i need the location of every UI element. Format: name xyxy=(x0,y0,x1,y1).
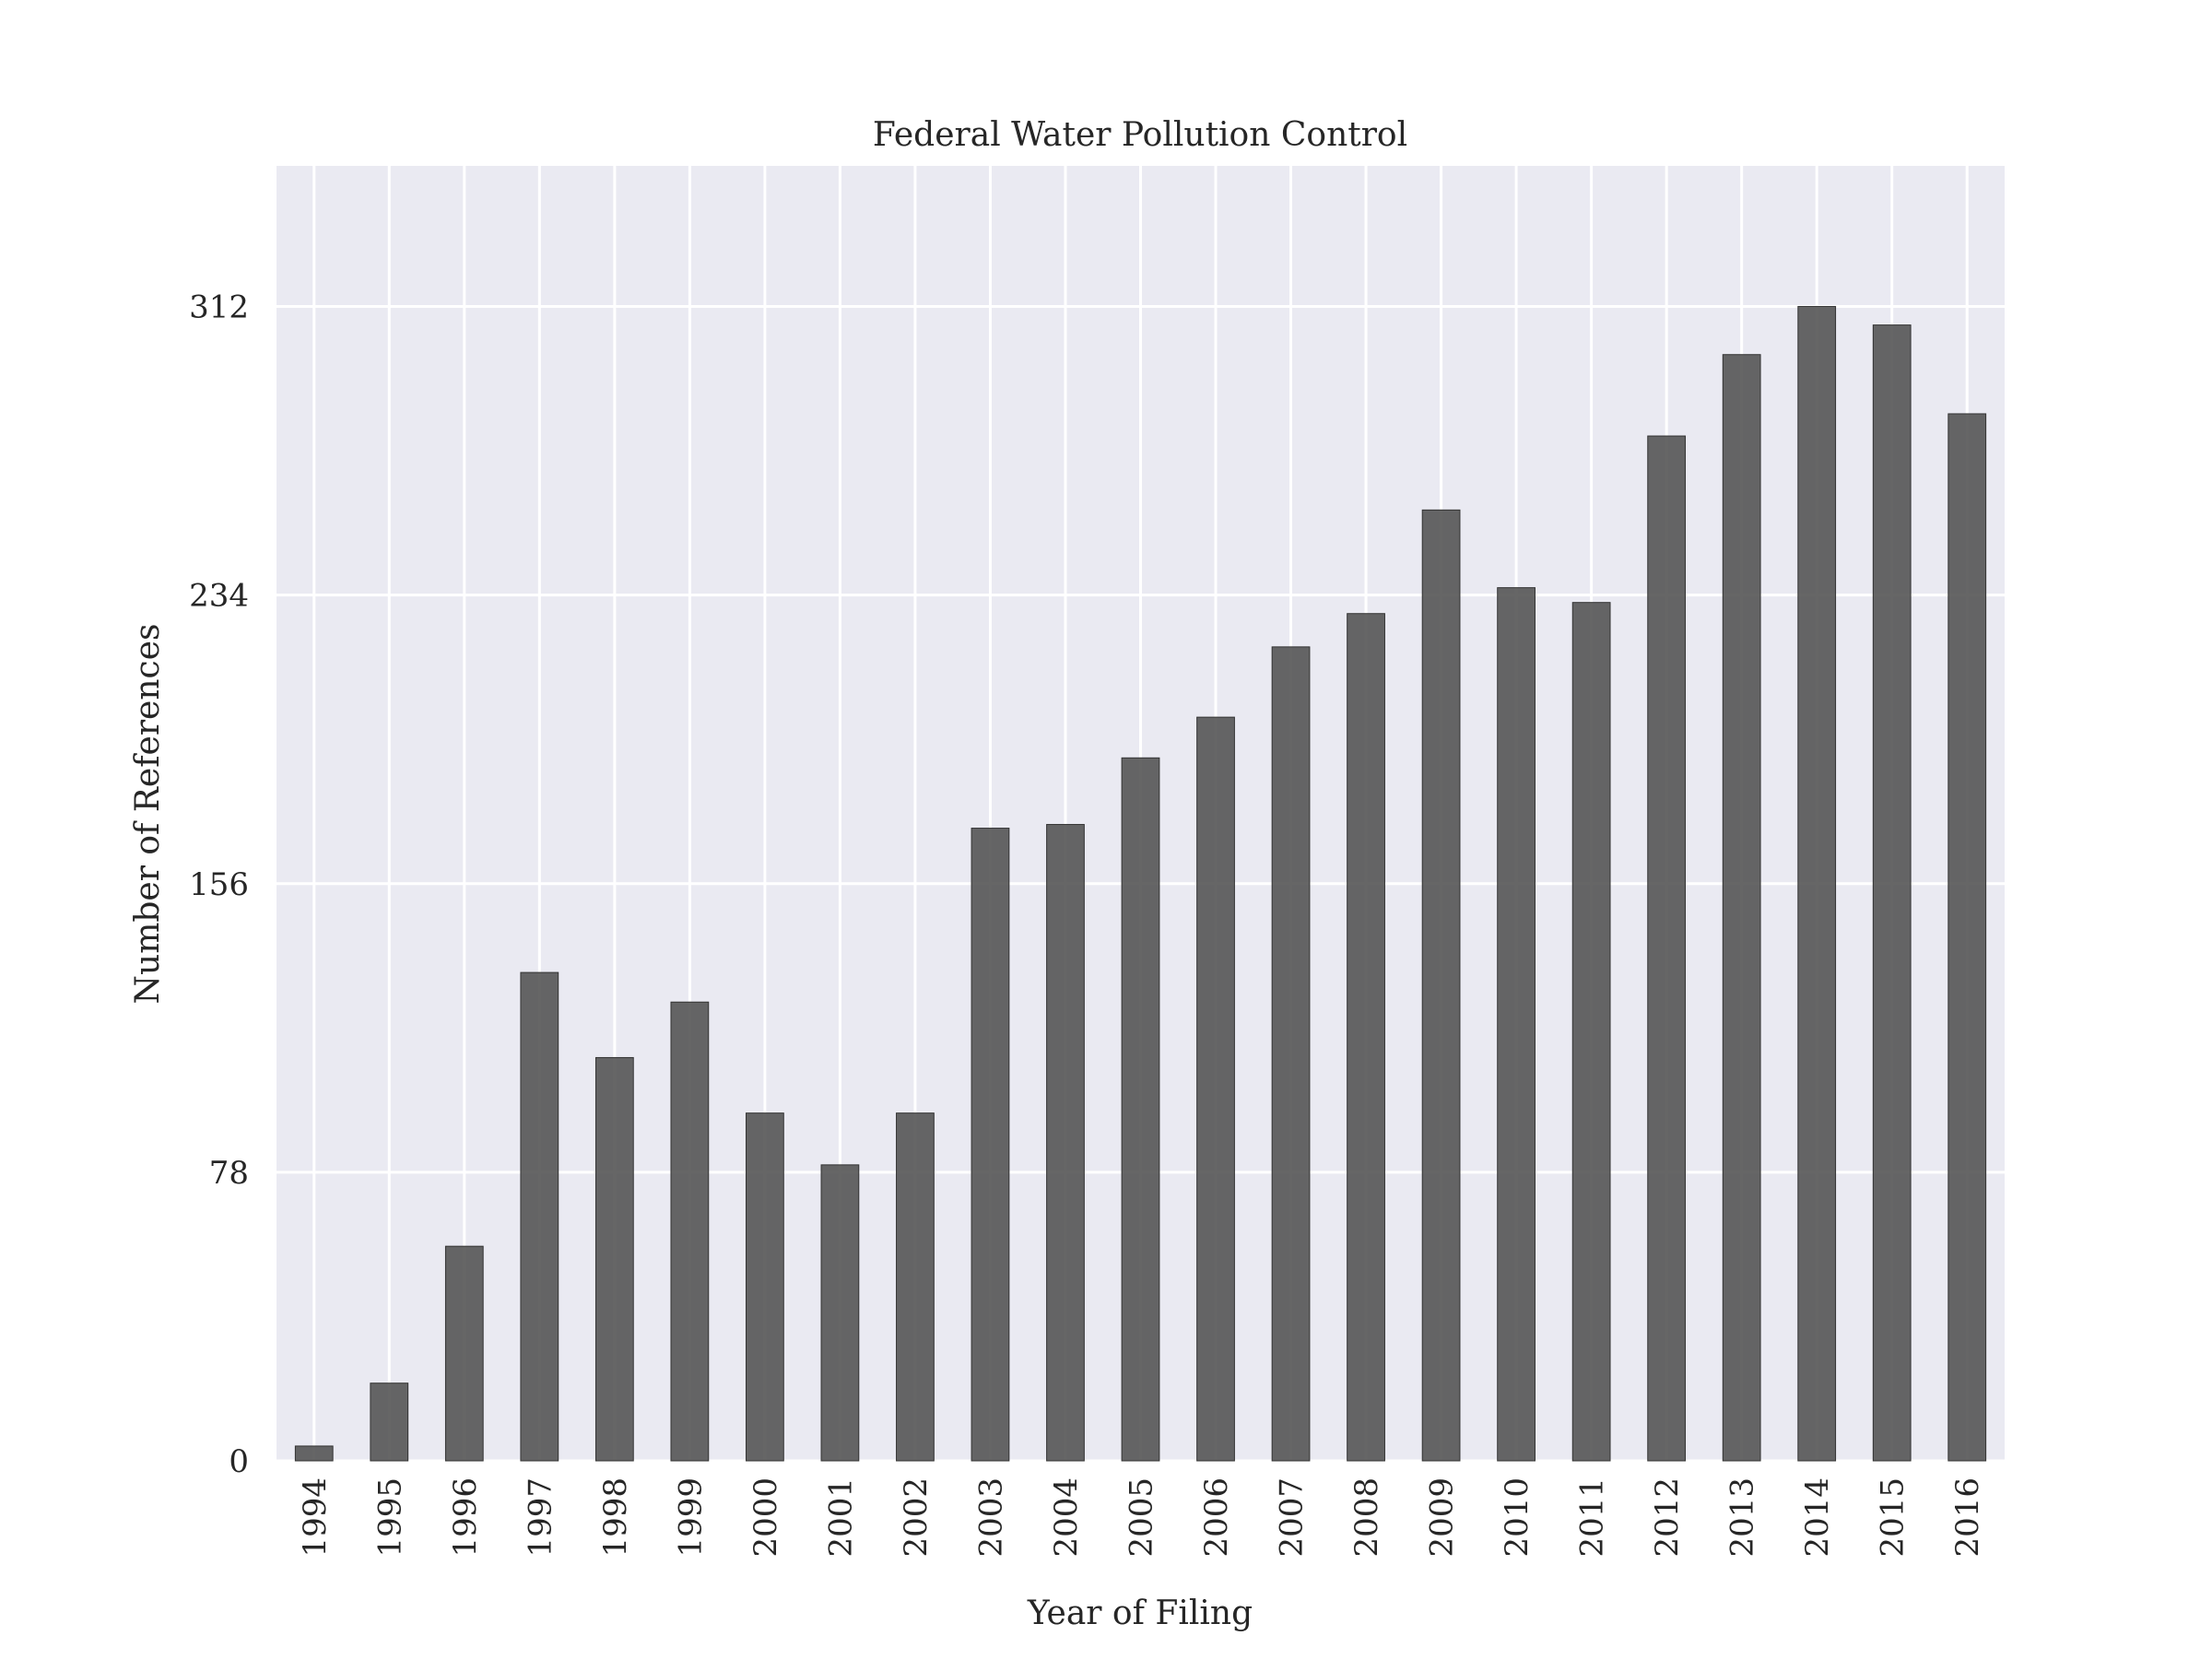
x-tick-label: 2007 xyxy=(1274,1477,1311,1558)
x-tick-label: 1995 xyxy=(371,1477,408,1558)
x-tick-label: 2014 xyxy=(1799,1477,1836,1558)
bar-2001 xyxy=(820,1164,860,1462)
x-tick-label: 2013 xyxy=(1724,1477,1761,1558)
bar-2004 xyxy=(1046,824,1085,1462)
x-tick-label: 1997 xyxy=(522,1477,559,1558)
y-tick-label: 0 xyxy=(229,1443,249,1480)
bar-1995 xyxy=(370,1382,409,1462)
x-tick-label: 2005 xyxy=(1124,1477,1160,1558)
x-tick-label: 2003 xyxy=(972,1477,1009,1558)
bar-2012 xyxy=(1647,435,1687,1462)
x-tick-label: 2008 xyxy=(1348,1477,1385,1558)
x-tick-label: 2012 xyxy=(1649,1477,1686,1558)
bar-1996 xyxy=(444,1245,484,1462)
bar-2016 xyxy=(1947,413,1987,1462)
bar-2003 xyxy=(971,828,1010,1462)
bar-1999 xyxy=(670,1001,710,1462)
x-tick-label: 2006 xyxy=(1198,1477,1235,1558)
y-tick-label: 234 xyxy=(189,578,249,615)
x-tick-label: 2000 xyxy=(747,1477,784,1558)
bar-2013 xyxy=(1722,354,1761,1462)
x-axis-label: Year of Filing xyxy=(1027,1594,1253,1632)
bars xyxy=(294,306,1987,1462)
x-tick-label: 2002 xyxy=(898,1477,935,1558)
x-tick-label: 1996 xyxy=(447,1477,484,1558)
y-axis-label: Number of References xyxy=(129,624,167,1005)
bar-2009 xyxy=(1421,509,1461,1462)
x-tick-label: 1998 xyxy=(597,1477,634,1558)
x-tick-label: 2004 xyxy=(1048,1477,1085,1558)
x-tick-label: 2015 xyxy=(1875,1477,1912,1558)
bar-2005 xyxy=(1121,757,1160,1462)
bar-1998 xyxy=(594,1056,634,1462)
x-tick-label: 2009 xyxy=(1424,1477,1461,1558)
x-tick-label: 1994 xyxy=(297,1477,334,1558)
x-tick-label: 2011 xyxy=(1574,1477,1611,1558)
y-tick-label: 312 xyxy=(189,289,249,326)
x-tick-label: 2010 xyxy=(1499,1477,1535,1558)
bar-2010 xyxy=(1497,587,1535,1462)
y-tick-label: 78 xyxy=(209,1155,249,1192)
bar-2008 xyxy=(1347,613,1385,1462)
bar-2007 xyxy=(1271,646,1311,1462)
bar-2015 xyxy=(1872,324,1912,1462)
chart-title: Federal Water Pollution Control xyxy=(873,116,1407,154)
bar-2014 xyxy=(1797,306,1837,1462)
x-tick-label: 2001 xyxy=(822,1477,859,1558)
bar-1997 xyxy=(520,971,559,1462)
bar-2002 xyxy=(896,1112,935,1462)
x-tick-label: 1999 xyxy=(672,1477,709,1558)
bar-1994 xyxy=(294,1445,334,1462)
bar-2006 xyxy=(1196,716,1235,1462)
bar-2011 xyxy=(1571,602,1611,1462)
x-axis-ticks: 1994 1995 1996 1997 1998 1999 2000 2001 2002 2003… xyxy=(297,1477,1986,1558)
y-tick-label: 156 xyxy=(189,866,249,903)
y-axis-ticks: 0 78 156 234 312 xyxy=(189,289,249,1480)
bar-2000 xyxy=(746,1112,784,1462)
x-tick-label: 2016 xyxy=(1949,1477,1986,1558)
